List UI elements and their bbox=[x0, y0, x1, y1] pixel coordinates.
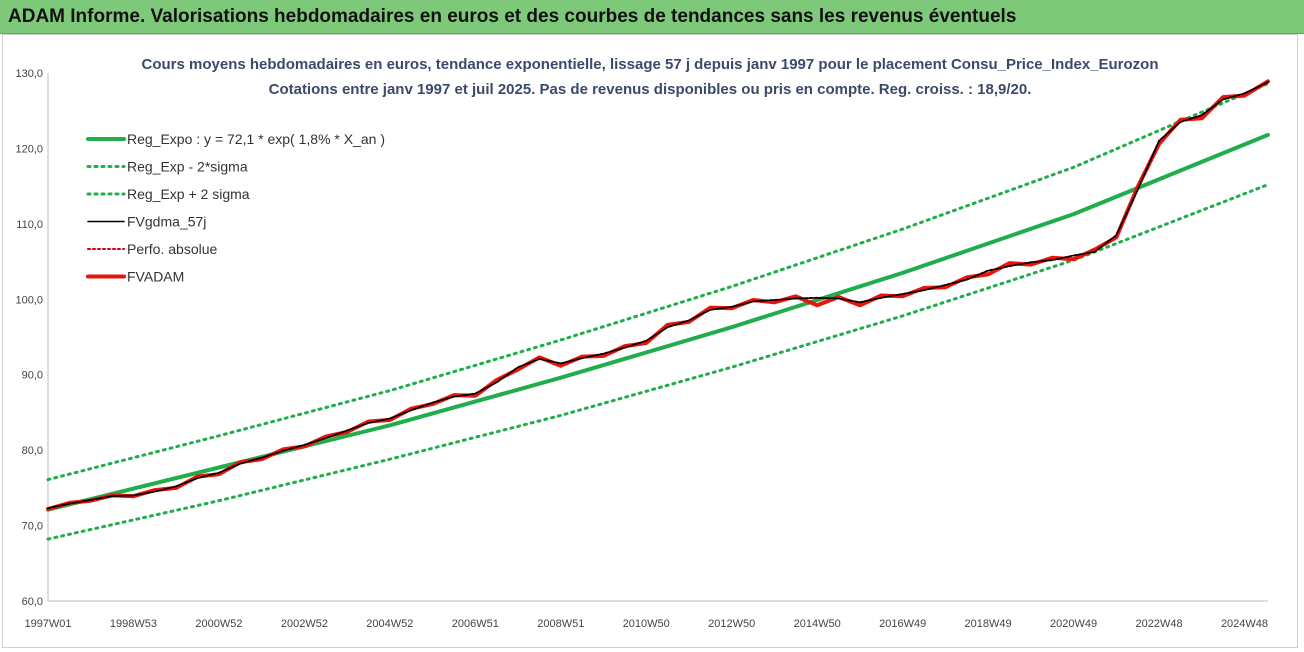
report-title: ADAM Informe. Valorisations hebdomadaire… bbox=[8, 6, 1017, 27]
x-tick-label: 1997W01 bbox=[24, 618, 71, 630]
y-tick-label: 130,0 bbox=[15, 68, 43, 80]
x-tick-label: 2024W48 bbox=[1221, 618, 1268, 630]
y-tick-label: 60,0 bbox=[22, 596, 43, 608]
x-tick-label: 2014W50 bbox=[794, 618, 841, 630]
x-tick-label: 2000W52 bbox=[195, 618, 242, 630]
x-tick-label: 2022W48 bbox=[1135, 618, 1182, 630]
x-tick-label: 2002W52 bbox=[281, 618, 328, 630]
x-tick-labels: 1997W01 1998W53 2000W52 2002W52 2004W52 2006W… bbox=[24, 618, 1268, 630]
y-tick-label: 110,0 bbox=[16, 219, 43, 231]
y-tick-label: 100,0 bbox=[15, 294, 43, 306]
chart-frame bbox=[2, 34, 1298, 648]
x-tick-label: 2006W51 bbox=[452, 618, 499, 630]
y-tick-label: 70,0 bbox=[22, 521, 43, 533]
series-line-3 bbox=[46, 82, 1270, 482]
report-header-bar: ADAM Informe. Valorisations hebdomadaire… bbox=[0, 0, 1304, 34]
legend-entry-label: Perfo. absolue bbox=[127, 241, 217, 257]
legend-entry-label: FVgdma_57j bbox=[127, 214, 206, 230]
chart-subtitle: Cotations entre janv 1997 et juil 2025. … bbox=[269, 81, 1032, 98]
series-line-2 bbox=[46, 183, 1270, 541]
y-tick-label: 80,0 bbox=[22, 445, 43, 457]
legend-entry-label: Reg_Exp - 2*sigma bbox=[127, 159, 248, 175]
series-line-4 bbox=[47, 81, 1269, 510]
legend-entry-label: FVADAM bbox=[127, 269, 184, 285]
series-lines bbox=[46, 79, 1270, 541]
chart-title: Cours moyens hebdomadaires en euros, ten… bbox=[142, 56, 1159, 73]
y-tick-labels: 60,0 70,0 80,0 90,0 100,0 110,0 120,0 130,0 bbox=[15, 68, 43, 608]
x-tick-label: 2018W49 bbox=[965, 618, 1012, 630]
x-tick-label: 2010W50 bbox=[623, 618, 670, 630]
x-tick-label: 2012W50 bbox=[708, 618, 755, 630]
x-tick-label: 2004W52 bbox=[366, 618, 413, 630]
x-tick-label: 2020W49 bbox=[1050, 618, 1097, 630]
legend: Reg_Expo : y = 72,1 * exp( 1,8% * X_an )… bbox=[86, 131, 385, 285]
legend-entry-label: Reg_Expo : y = 72,1 * exp( 1,8% * X_an ) bbox=[127, 131, 385, 147]
y-tick-label: 90,0 bbox=[22, 370, 43, 382]
x-tick-label: 2008W51 bbox=[537, 618, 584, 630]
y-tick-label: 120,0 bbox=[15, 143, 43, 155]
legend-entry-label: Reg_Exp + 2 sigma bbox=[127, 186, 250, 202]
x-tick-label: 2016W49 bbox=[879, 618, 926, 630]
x-tick-label: 1998W53 bbox=[110, 618, 157, 630]
